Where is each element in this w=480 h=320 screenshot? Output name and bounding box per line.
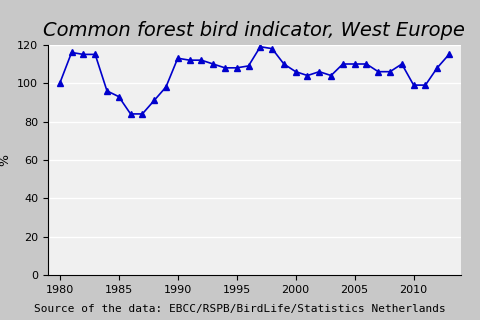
- Text: Source of the data: EBCC/RSPB/BirdLife/Statistics Netherlands: Source of the data: EBCC/RSPB/BirdLife/S…: [34, 304, 446, 314]
- Y-axis label: %: %: [0, 154, 12, 166]
- Title: Common forest bird indicator, West Europe: Common forest bird indicator, West Europ…: [44, 21, 465, 40]
